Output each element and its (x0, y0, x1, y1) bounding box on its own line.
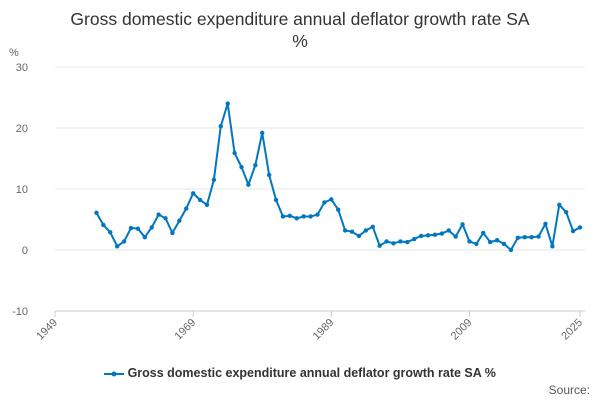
data-point (211, 177, 217, 183)
data-point (294, 216, 299, 221)
x-tick-label: 1949 (34, 317, 60, 343)
data-point (494, 238, 500, 243)
x-tick-label: 2025 (559, 317, 585, 343)
data-point (418, 233, 424, 239)
data-point (163, 216, 168, 221)
data-point (301, 214, 306, 219)
data-point (280, 214, 286, 219)
data-point (225, 101, 230, 106)
data-point (384, 239, 389, 244)
data-point (398, 239, 403, 244)
series-line (95, 102, 581, 251)
data-point (108, 230, 113, 235)
data-point (432, 232, 438, 237)
y-axis-unit-label: % (9, 47, 19, 59)
data-point (342, 228, 348, 233)
data-point (570, 228, 576, 234)
data-point (405, 239, 410, 245)
data-point (550, 244, 555, 249)
data-point (577, 225, 583, 230)
data-point (121, 239, 127, 244)
data-point (487, 239, 493, 245)
x-tick-label: 1969 (172, 317, 198, 343)
data-point (529, 234, 534, 240)
data-point (322, 200, 327, 205)
y-tick-label: 10 (16, 184, 28, 196)
data-point (142, 234, 148, 240)
chart-title-text: Gross domestic expenditure annual deflat… (70, 9, 530, 29)
y-tick-label: -10 (12, 306, 28, 318)
data-point (481, 230, 486, 236)
data-point (412, 236, 417, 242)
data-point (563, 209, 569, 215)
data-point (446, 228, 451, 233)
data-point (190, 191, 196, 196)
y-tick-label: 30 (16, 62, 28, 74)
legend-line-marker-icon (104, 371, 125, 377)
y-tick-label: 20 (16, 123, 28, 135)
data-point (253, 163, 258, 168)
data-point (287, 213, 293, 219)
data-point (508, 247, 514, 253)
data-point (239, 164, 244, 170)
data-point (557, 202, 562, 208)
data-point (536, 234, 541, 239)
data-point (474, 241, 479, 247)
data-point (204, 202, 210, 208)
chart-title: Gross domestic expenditure annual deflat… (0, 8, 600, 52)
data-point (363, 228, 369, 233)
data-point (184, 206, 189, 211)
data-point (128, 225, 134, 231)
data-point (246, 182, 251, 187)
legend-series-label: Gross domestic expenditure annual deflat… (127, 366, 496, 380)
data-point (329, 197, 334, 202)
data-point (391, 241, 396, 246)
data-point (467, 239, 472, 244)
data-point (453, 234, 458, 239)
x-tick-label: 1989 (311, 317, 337, 343)
data-point (170, 230, 175, 236)
data-point (260, 130, 265, 136)
data-point (501, 241, 507, 247)
data-point (114, 244, 120, 249)
data-point (149, 225, 154, 230)
x-tick-label: 2009 (449, 317, 475, 343)
data-point (94, 210, 99, 215)
data-point (218, 123, 223, 129)
data-point (522, 234, 527, 240)
data-point (232, 150, 237, 156)
data-point (425, 233, 431, 238)
data-point (101, 222, 106, 228)
data-point (308, 214, 313, 219)
data-point (377, 243, 382, 248)
data-point (336, 207, 341, 212)
data-point (177, 218, 182, 223)
data-point (356, 233, 362, 239)
data-point (315, 212, 320, 217)
data-point (135, 226, 141, 231)
data-point (266, 172, 272, 178)
data-point (156, 212, 161, 217)
data-point (543, 221, 548, 226)
data-point (197, 197, 203, 203)
data-point (515, 235, 521, 240)
chart-subtitle: % (292, 31, 308, 51)
legend[interactable]: Gross domestic expenditure annual deflat… (0, 366, 600, 380)
data-point (439, 231, 445, 236)
y-tick-label: 0 (22, 245, 28, 257)
data-point (349, 229, 355, 234)
source-label: Source: (548, 383, 590, 397)
data-point (460, 222, 465, 227)
data-point (273, 197, 279, 203)
data-point (370, 224, 375, 230)
